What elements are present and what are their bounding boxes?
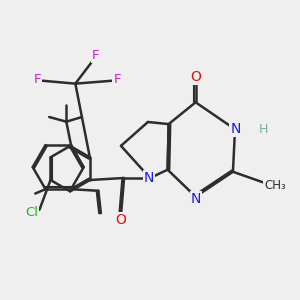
Text: H: H bbox=[259, 123, 268, 136]
Text: F: F bbox=[92, 49, 99, 62]
Text: F: F bbox=[113, 74, 121, 86]
Text: O: O bbox=[190, 70, 201, 84]
Text: CH₃: CH₃ bbox=[264, 179, 286, 192]
Text: Cl: Cl bbox=[25, 206, 38, 219]
Text: O: O bbox=[116, 213, 126, 227]
Text: F: F bbox=[34, 74, 41, 86]
Text: N: N bbox=[144, 171, 154, 185]
Text: N: N bbox=[191, 192, 201, 206]
Text: N: N bbox=[230, 122, 241, 136]
